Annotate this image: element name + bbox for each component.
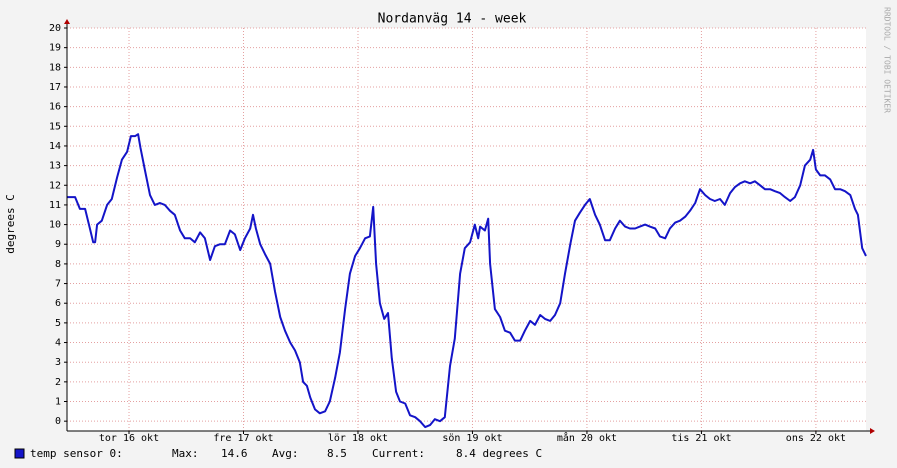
x-tick-label: tor 16 okt [99,433,159,444]
x-arrow [870,428,875,434]
y-tick-label: 9 [55,239,61,250]
x-tick-label: fre 17 okt [213,433,273,444]
avg-label: Avg: [272,447,299,460]
plot-area [67,28,866,431]
current-value: 8.4 degrees C [456,447,542,460]
y-tick-label: 15 [49,121,61,132]
avg-value: 8.5 [327,447,347,460]
max-value: 14.6 [221,447,248,460]
y-tick-label: 13 [49,161,61,172]
y-tick-label: 11 [49,200,61,211]
y-tick-label: 2 [55,377,61,388]
x-tick-label: lör 18 okt [328,433,388,444]
y-tick-label: 5 [55,318,61,329]
series-line [67,133,867,429]
y-tick-label: 18 [49,62,61,73]
y-tick-label: 10 [49,220,61,231]
x-tick-label: ons 22 okt [786,433,846,444]
y-tick-label: 6 [55,298,61,309]
y-axis-label: degrees C [4,194,17,254]
y-tick-label: 12 [49,180,61,191]
series [67,133,867,429]
y-tick-label: 0 [55,416,61,427]
x-tick-label: mån 20 okt [557,431,617,444]
y-tick-label: 4 [55,338,61,349]
y-tick-label: 16 [49,102,61,113]
y-tick-label: 20 [49,23,61,34]
max-label: Max: [172,447,199,460]
y-tick-label: 14 [49,141,61,152]
y-tick-label: 17 [49,82,61,93]
grid [64,27,866,434]
chart-title: Nordanväg 14 - week [378,12,527,27]
side-text: RRDTOOL / TOBI OETIKER [883,7,892,113]
legend-swatch [14,448,25,459]
y-tick-label: 19 [49,43,61,54]
y-tick-label: 8 [55,259,61,270]
x-tick-label: tis 21 okt [671,433,731,444]
y-tick-label: 3 [55,357,61,368]
y-tick-label: 7 [55,279,61,290]
current-label: Current: [372,447,425,460]
y-tick-label: 1 [55,397,61,408]
y-arrow [64,19,70,24]
x-tick-label: sön 19 okt [442,433,502,444]
legend-name: temp sensor 0: [30,447,123,460]
